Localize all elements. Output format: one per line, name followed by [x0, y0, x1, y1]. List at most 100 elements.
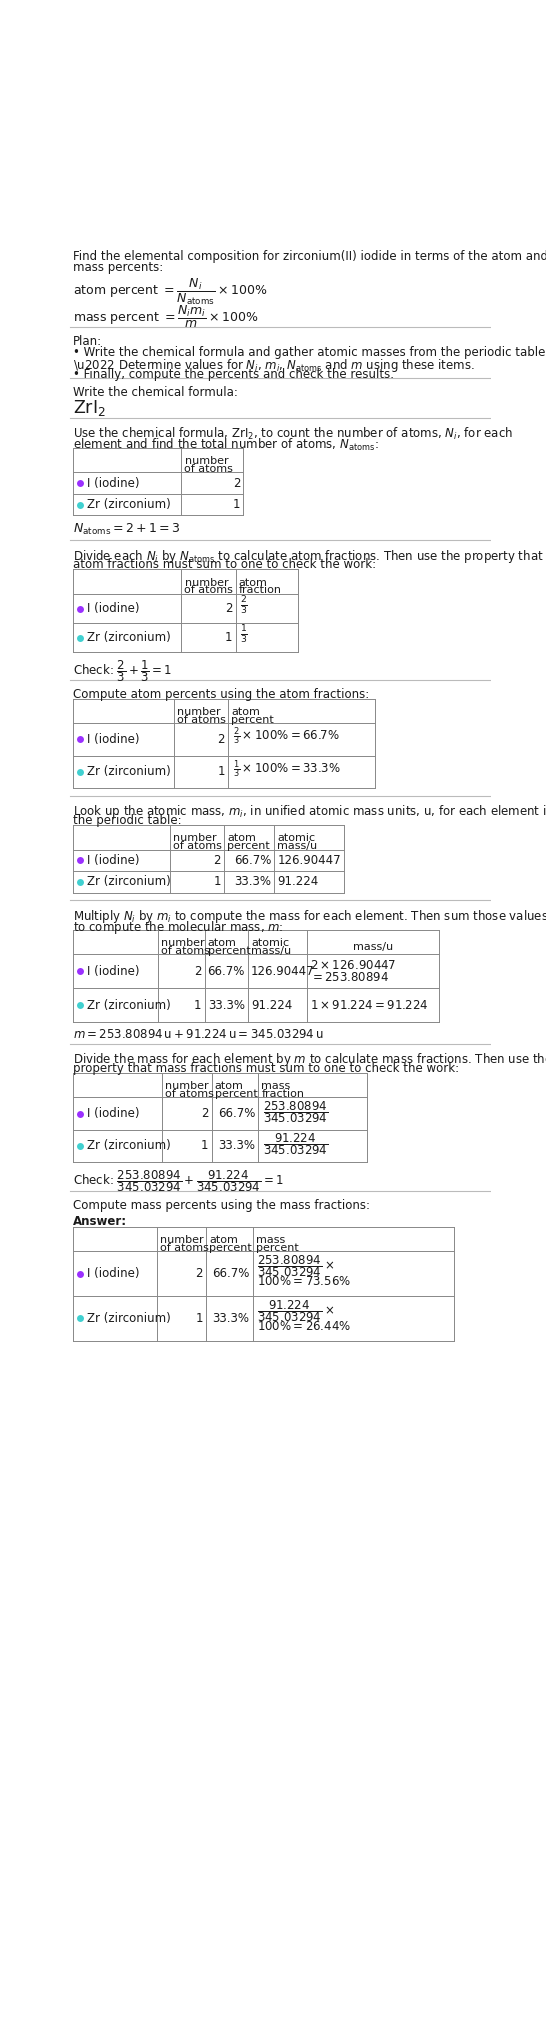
Text: $1 \times 91.224 = 91.224$: $1 \times 91.224 = 91.224$ — [310, 998, 429, 1012]
Text: Check: $\dfrac{253.80894}{345.03294} + \dfrac{91.224}{345.03294} = 1$: Check: $\dfrac{253.80894}{345.03294} + \… — [73, 1169, 283, 1193]
Text: percent: percent — [227, 841, 270, 851]
Text: $100\% = 26.44\%$: $100\% = 26.44\%$ — [257, 1319, 352, 1334]
Text: percent: percent — [209, 1244, 252, 1252]
Text: 2: 2 — [217, 733, 225, 745]
Text: 1: 1 — [201, 1140, 209, 1152]
Text: of atoms: of atoms — [173, 841, 222, 851]
Text: 1: 1 — [195, 1311, 203, 1325]
Text: Use the chemical formula, $\mathrm{ZrI_2}$, to count the number of atoms, $N_i$,: Use the chemical formula, $\mathrm{ZrI_2… — [73, 426, 513, 442]
Text: 1: 1 — [213, 875, 221, 888]
Text: 2: 2 — [225, 603, 233, 615]
Text: of atoms: of atoms — [165, 1089, 214, 1099]
Text: 1: 1 — [194, 998, 201, 1012]
Text: number: number — [161, 939, 205, 949]
Text: I (iodine): I (iodine) — [87, 733, 139, 745]
Text: atom: atom — [227, 833, 256, 843]
Text: of atoms: of atoms — [185, 464, 233, 474]
Text: 33.3%: 33.3% — [208, 998, 245, 1012]
Text: atom: atom — [207, 939, 236, 949]
Text: atom: atom — [231, 706, 260, 717]
Text: I (iodine): I (iodine) — [87, 476, 139, 489]
Text: Zr (zirconium): Zr (zirconium) — [87, 875, 170, 888]
Text: Write the chemical formula:: Write the chemical formula: — [73, 387, 238, 399]
Text: fraction: fraction — [239, 586, 282, 595]
Text: $\frac{1}{3} \times 100\% = 33.3\%$: $\frac{1}{3} \times 100\% = 33.3\%$ — [233, 757, 340, 780]
Text: I (iodine): I (iodine) — [87, 603, 139, 615]
Text: mass/u: mass/u — [277, 841, 318, 851]
Text: to compute the molecular mass, $m$:: to compute the molecular mass, $m$: — [73, 918, 283, 937]
Text: atom percent $= \dfrac{N_i}{N_{\mathrm{atoms}}} \times 100\%$: atom percent $= \dfrac{N_i}{N_{\mathrm{a… — [73, 277, 268, 307]
Text: number: number — [173, 833, 217, 843]
Text: 66.7%: 66.7% — [207, 965, 245, 977]
Text: 2: 2 — [201, 1108, 209, 1120]
Text: $\mathrm{ZrI_2}$: $\mathrm{ZrI_2}$ — [73, 399, 106, 417]
Text: 66.7%: 66.7% — [234, 853, 271, 867]
Text: 91.224: 91.224 — [251, 998, 293, 1012]
Text: property that mass fractions must sum to one to check the work:: property that mass fractions must sum to… — [73, 1063, 459, 1075]
Text: percent: percent — [215, 1089, 258, 1099]
Text: 126.90447: 126.90447 — [277, 853, 341, 867]
Text: atomic: atomic — [277, 833, 316, 843]
Text: of atoms: of atoms — [161, 947, 210, 955]
Text: Divide each $N_i$ by $N_{\mathrm{atoms}}$ to calculate atom fractions. Then use : Divide each $N_i$ by $N_{\mathrm{atoms}}… — [73, 548, 543, 564]
Text: Zr (zirconium): Zr (zirconium) — [87, 998, 170, 1012]
Text: $\dfrac{91.224}{345.03294}$: $\dfrac{91.224}{345.03294}$ — [263, 1132, 328, 1156]
Text: mass percent $= \dfrac{N_i m_i}{m} \times 100\%$: mass percent $= \dfrac{N_i m_i}{m} \time… — [73, 303, 258, 330]
Text: 33.3%: 33.3% — [218, 1140, 255, 1152]
Text: mass percents:: mass percents: — [73, 261, 163, 275]
Text: mass: mass — [261, 1081, 290, 1091]
Text: atom: atom — [239, 578, 268, 588]
Text: • Finally, compute the percents and check the results.: • Finally, compute the percents and chec… — [73, 369, 394, 381]
Text: Zr (zirconium): Zr (zirconium) — [87, 631, 170, 643]
Text: number: number — [159, 1236, 203, 1246]
Text: $100\% = 73.56\%$: $100\% = 73.56\%$ — [257, 1275, 352, 1289]
Text: $\dfrac{253.80894}{345.03294}$: $\dfrac{253.80894}{345.03294}$ — [263, 1099, 328, 1126]
Text: $\frac{2}{3}$: $\frac{2}{3}$ — [240, 595, 248, 617]
Text: $\dfrac{91.224}{345.03294} \times$: $\dfrac{91.224}{345.03294} \times$ — [257, 1297, 335, 1323]
Text: mass/u: mass/u — [353, 943, 393, 953]
Text: 2: 2 — [233, 476, 240, 489]
Text: $m = 253.80894\,\mathrm{u} + 91.224\,\mathrm{u} = 345.03294\,\mathrm{u}$: $m = 253.80894\,\mathrm{u} + 91.224\,\ma… — [73, 1028, 324, 1040]
Text: I (iodine): I (iodine) — [87, 1108, 139, 1120]
Text: Compute atom percents using the atom fractions:: Compute atom percents using the atom fra… — [73, 688, 369, 700]
Text: 91.224: 91.224 — [277, 875, 319, 888]
Text: fraction: fraction — [261, 1089, 304, 1099]
Text: $N_{\mathrm{atoms}} = 2 + 1 = 3$: $N_{\mathrm{atoms}} = 2 + 1 = 3$ — [73, 521, 181, 538]
Text: Zr (zirconium): Zr (zirconium) — [87, 766, 170, 778]
Text: of atoms: of atoms — [185, 586, 233, 595]
Text: Check: $\dfrac{2}{3} + \dfrac{1}{3} = 1$: Check: $\dfrac{2}{3} + \dfrac{1}{3} = 1$ — [73, 658, 172, 684]
Text: \u2022 Determine values for $N_i$, $m_i$, $N_{\mathrm{atoms}}$ and $m$ using the: \u2022 Determine values for $N_i$, $m_i$… — [73, 356, 475, 375]
Text: 2: 2 — [194, 965, 201, 977]
Text: atom fractions must sum to one to check the work:: atom fractions must sum to one to check … — [73, 558, 376, 572]
Text: of atoms: of atoms — [177, 715, 225, 725]
Text: atom: atom — [209, 1236, 238, 1246]
Text: $\frac{1}{3}$: $\frac{1}{3}$ — [240, 623, 248, 645]
Text: $\frac{2}{3} \times 100\% = 66.7\%$: $\frac{2}{3} \times 100\% = 66.7\%$ — [233, 725, 340, 747]
Text: Divide the mass for each element by $m$ to calculate mass fractions. Then use th: Divide the mass for each element by $m$ … — [73, 1051, 546, 1069]
Text: number: number — [185, 456, 228, 466]
Text: 126.90447: 126.90447 — [251, 965, 315, 977]
Text: of atoms: of atoms — [159, 1244, 209, 1252]
Text: Zr (zirconium): Zr (zirconium) — [87, 499, 170, 511]
Text: Zr (zirconium): Zr (zirconium) — [87, 1140, 170, 1152]
Text: 1: 1 — [217, 766, 225, 778]
Text: 2: 2 — [195, 1266, 203, 1281]
Text: Multiply $N_i$ by $m_i$ to compute the mass for each element. Then sum those val: Multiply $N_i$ by $m_i$ to compute the m… — [73, 908, 546, 924]
Text: 66.7%: 66.7% — [212, 1266, 250, 1281]
Text: Compute mass percents using the mass fractions:: Compute mass percents using the mass fra… — [73, 1199, 370, 1211]
Text: 2: 2 — [213, 853, 221, 867]
Text: mass: mass — [256, 1236, 285, 1246]
Text: • Write the chemical formula and gather atomic masses from the periodic table.: • Write the chemical formula and gather … — [73, 346, 546, 358]
Text: element and find the total number of atoms, $N_{\mathrm{atoms}}$:: element and find the total number of ato… — [73, 438, 378, 452]
Text: Zr (zirconium): Zr (zirconium) — [87, 1311, 170, 1325]
Text: percent: percent — [256, 1244, 299, 1252]
Text: Find the elemental composition for zirconium(II) iodide in terms of the atom and: Find the elemental composition for zirco… — [73, 250, 546, 263]
Text: 33.3%: 33.3% — [234, 875, 271, 888]
Text: number: number — [177, 706, 221, 717]
Text: percent: percent — [207, 947, 251, 955]
Text: I (iodine): I (iodine) — [87, 853, 139, 867]
Text: I (iodine): I (iodine) — [87, 965, 139, 977]
Text: $= 253.80894$: $= 253.80894$ — [310, 971, 389, 983]
Text: mass/u: mass/u — [251, 947, 291, 955]
Text: 1: 1 — [233, 499, 240, 511]
